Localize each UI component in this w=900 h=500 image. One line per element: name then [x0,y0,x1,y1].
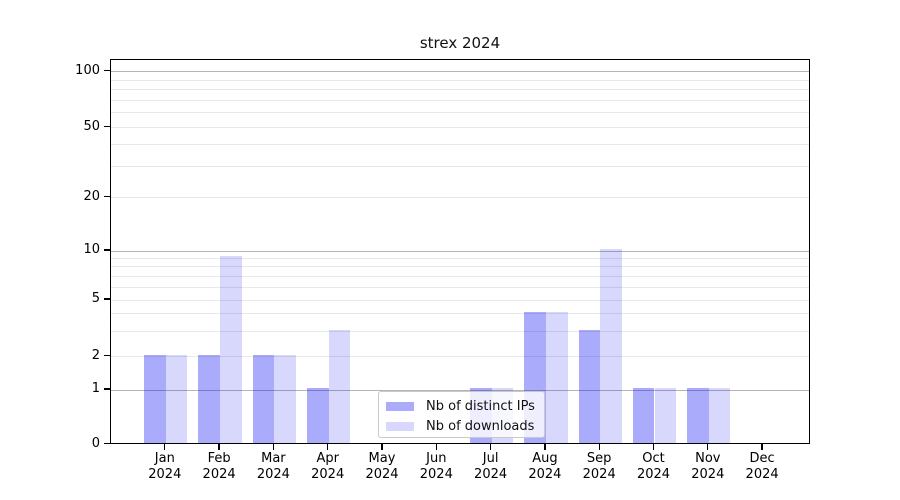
x-tick-mark-feb [218,444,220,450]
y-tick-mark-1 [104,388,110,390]
x-tick-label-jun: Jun 2024 [419,450,453,483]
gridline-7 [111,275,809,277]
bar-downloads-apr [328,329,351,443]
bar-distinct-ips-sep [578,329,601,443]
legend-entry-downloads: Nb of downloads [386,417,544,437]
x-tick-label-may: May 2024 [365,450,399,483]
plot-area: Nb of distinct IPs Nb of downloads [110,59,810,444]
x-tick-mark-jan [164,444,166,450]
bar-downloads-feb [220,256,242,443]
y-tick-mark-0 [104,442,110,445]
legend-entry-distinct-ips: Nb of distinct IPs [386,397,544,417]
y-tick-label-5: 5 [91,291,100,306]
y-tick-label-1: 1 [91,381,100,396]
gridline-6 [111,286,809,288]
x-tick-mark-jun [435,444,437,450]
x-tick-label-nov: Nov 2024 [691,450,725,483]
y-tick-label-0: 0 [91,435,100,451]
gridline-10 [111,250,809,252]
bar-distinct-ips-nov [687,388,709,443]
gridline-40 [111,144,809,146]
gridline-80 [111,89,809,91]
y-tick-mark-50 [104,125,110,128]
x-tick-label-dec: Dec 2024 [745,450,779,483]
bar-distinct-ips-mar [252,354,275,443]
gridline-8 [111,266,809,268]
bar-distinct-ips-oct [632,388,655,443]
x-tick-label-jul: Jul 2024 [474,450,508,483]
gridline-100 [111,71,809,72]
y-tick-label-2: 2 [91,347,100,363]
gridline-30 [111,166,809,168]
gridline-3 [111,330,809,332]
x-tick-label-oct: Oct 2024 [636,450,671,483]
y-tick-mark-20 [104,195,110,198]
legend-swatch-distinct-ips [386,401,414,412]
bar-distinct-ips-apr [307,388,329,443]
legend-label-distinct-ips: Nb of distinct IPs [426,399,535,414]
x-tick-mark-nov [707,444,709,450]
gridline-2 [111,356,809,357]
legend-label-downloads: Nb of downloads [426,419,535,434]
gridline-50 [111,127,809,128]
x-tick-mark-apr [327,444,329,450]
y-tick-mark-100 [104,69,110,72]
gridline-5 [111,299,809,301]
x-tick-mark-dec [761,444,763,450]
x-tick-label-aug: Aug 2024 [528,450,562,483]
x-tick-label-apr: Apr 2024 [311,450,345,483]
x-tick-label-mar: Mar 2024 [256,450,290,483]
bar-downloads-mar [274,354,297,443]
y-tick-mark-10 [104,249,110,251]
x-tick-label-sep: Sep 2024 [582,450,616,483]
y-tick-label-50: 50 [83,118,100,134]
gridline-1 [111,389,809,391]
gridline-90 [111,79,809,81]
bar-downloads-oct [654,388,677,443]
bar-distinct-ips-feb [198,354,221,443]
gridline-70 [111,99,809,101]
y-tick-label-10: 10 [83,242,100,257]
x-tick-mark-may [381,444,383,450]
y-tick-mark-2 [104,354,110,357]
y-tick-label-100: 100 [75,62,100,78]
chart-title: strex 2024 [419,34,501,52]
bar-downloads-nov [708,388,731,443]
y-tick-label-20: 20 [83,188,100,204]
gridline-20 [111,197,809,198]
bar-downloads-sep [600,249,622,443]
bar-downloads-jan [165,354,188,443]
bar-distinct-ips-jan [144,354,166,443]
bar-downloads-aug [545,311,568,443]
x-tick-mark-mar [272,444,275,450]
x-tick-mark-oct [652,444,655,450]
legend: Nb of distinct IPs Nb of downloads [378,390,545,438]
legend-swatch-downloads [386,421,414,432]
x-tick-mark-sep [598,444,600,450]
gridline-60 [111,112,809,114]
gridline-4 [111,313,809,315]
gridline-9 [111,257,809,259]
x-tick-label-feb: Feb 2024 [202,450,236,483]
y-tick-mark-5 [104,298,110,300]
x-tick-mark-aug [544,444,546,450]
x-tick-mark-jul [489,444,492,450]
x-tick-label-jan: Jan 2024 [148,450,182,483]
